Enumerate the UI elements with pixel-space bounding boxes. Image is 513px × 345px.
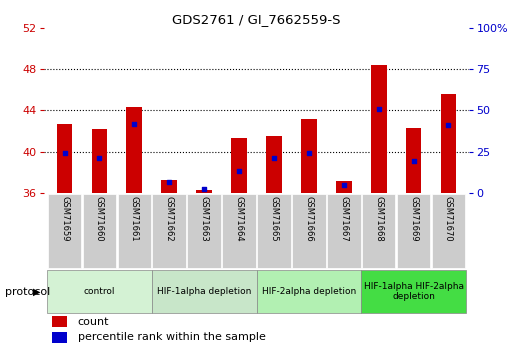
Bar bbox=[187, 194, 221, 268]
Bar bbox=[196, 190, 212, 193]
Bar bbox=[406, 128, 421, 193]
Text: HIF-1alpha HIF-2alpha
depletion: HIF-1alpha HIF-2alpha depletion bbox=[364, 282, 464, 301]
Bar bbox=[52, 316, 67, 327]
Text: protocol: protocol bbox=[5, 287, 50, 296]
Bar bbox=[301, 119, 317, 193]
Text: GSM71659: GSM71659 bbox=[60, 196, 69, 242]
Point bbox=[409, 158, 418, 164]
Bar bbox=[432, 194, 465, 268]
Point bbox=[270, 155, 278, 160]
Bar bbox=[441, 94, 456, 193]
Bar bbox=[336, 181, 351, 193]
Bar bbox=[397, 194, 430, 268]
Text: HIF-1alpha depletion: HIF-1alpha depletion bbox=[157, 287, 251, 296]
Bar bbox=[292, 194, 326, 268]
Bar bbox=[362, 194, 396, 268]
Bar bbox=[83, 194, 116, 268]
Bar bbox=[52, 332, 67, 343]
Bar bbox=[117, 194, 151, 268]
Point bbox=[235, 168, 243, 174]
Point bbox=[200, 186, 208, 192]
Text: GSM71661: GSM71661 bbox=[130, 196, 139, 242]
Bar bbox=[222, 194, 256, 268]
Text: GSM71670: GSM71670 bbox=[444, 196, 453, 242]
Bar bbox=[361, 270, 466, 313]
Bar bbox=[48, 194, 81, 268]
Text: percentile rank within the sample: percentile rank within the sample bbox=[77, 332, 266, 342]
Text: GSM71664: GSM71664 bbox=[234, 196, 244, 242]
Text: GSM71665: GSM71665 bbox=[269, 196, 279, 242]
Text: GSM71669: GSM71669 bbox=[409, 196, 418, 242]
Bar bbox=[371, 65, 386, 193]
Bar bbox=[92, 129, 107, 193]
Point bbox=[340, 182, 348, 188]
Text: GSM71660: GSM71660 bbox=[95, 196, 104, 242]
Text: GSM71668: GSM71668 bbox=[374, 196, 383, 242]
Text: HIF-2alpha depletion: HIF-2alpha depletion bbox=[262, 287, 356, 296]
Bar bbox=[57, 124, 72, 193]
Bar bbox=[266, 136, 282, 193]
Bar bbox=[231, 138, 247, 193]
Bar bbox=[127, 107, 142, 193]
Text: ▶: ▶ bbox=[32, 287, 40, 296]
Point bbox=[165, 180, 173, 185]
Text: count: count bbox=[77, 317, 109, 327]
Text: GSM71663: GSM71663 bbox=[200, 196, 209, 242]
Point bbox=[95, 155, 104, 160]
Bar bbox=[47, 270, 152, 313]
Text: control: control bbox=[84, 287, 115, 296]
Text: GSM71666: GSM71666 bbox=[304, 196, 313, 242]
Bar bbox=[256, 270, 361, 313]
Title: GDS2761 / GI_7662559-S: GDS2761 / GI_7662559-S bbox=[172, 13, 341, 27]
Point bbox=[305, 150, 313, 155]
Point bbox=[444, 122, 452, 128]
Point bbox=[374, 106, 383, 111]
Bar bbox=[327, 194, 361, 268]
Bar bbox=[162, 180, 177, 193]
Bar bbox=[257, 194, 291, 268]
Point bbox=[130, 122, 139, 127]
Text: GSM71662: GSM71662 bbox=[165, 196, 174, 242]
Bar bbox=[152, 194, 186, 268]
Text: GSM71667: GSM71667 bbox=[339, 196, 348, 242]
Point bbox=[61, 150, 69, 155]
Bar bbox=[152, 270, 256, 313]
